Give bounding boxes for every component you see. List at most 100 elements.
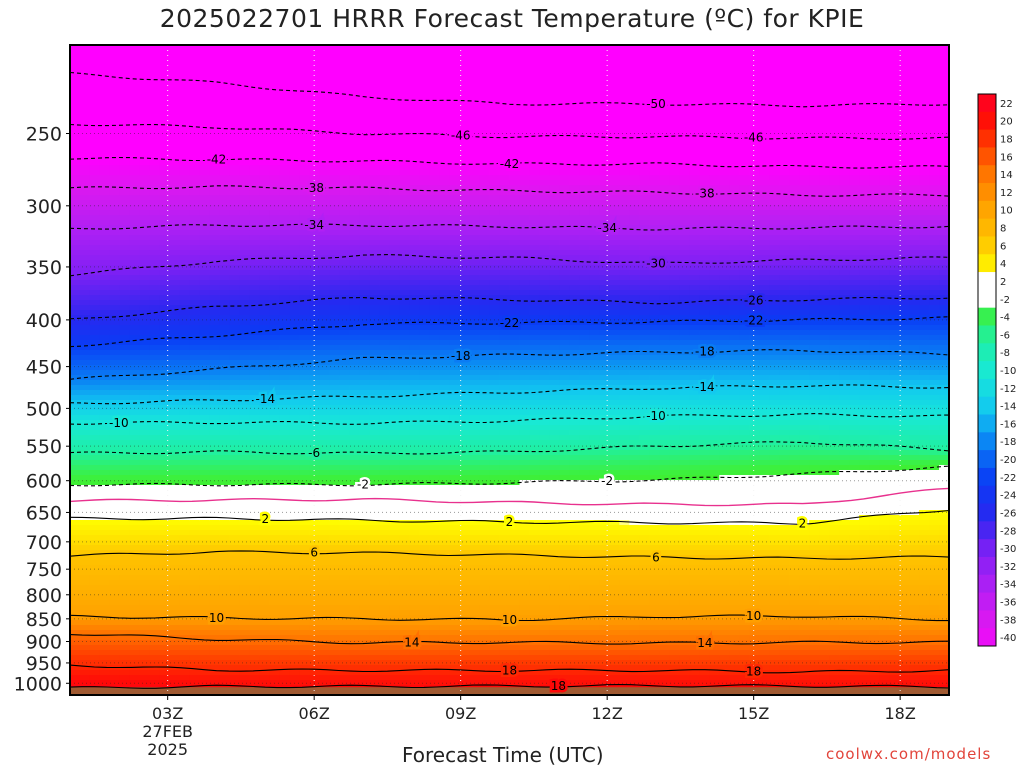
contour-label: -42	[500, 157, 520, 171]
contour-line	[70, 487, 949, 507]
y-tick-label: 850	[26, 609, 62, 631]
x-tick-label: 12Z	[592, 704, 623, 723]
contour-label: 2	[262, 512, 270, 526]
contour-line	[70, 550, 949, 560]
y-tick-label: 800	[26, 585, 62, 607]
x-tick-label: 18Z	[885, 704, 916, 723]
grid-lines	[70, 45, 949, 695]
colorbar-label: 4	[1000, 259, 1006, 270]
colorbar-swatch	[978, 503, 996, 522]
contour-label: -50	[646, 97, 666, 111]
y-tick-label: 700	[26, 532, 62, 554]
y-tick-label: 650	[26, 502, 62, 524]
colorbar-swatch	[978, 200, 996, 220]
colorbar-swatch	[978, 94, 996, 113]
y-tick-label: 950	[26, 653, 62, 675]
x-date-label: 2025	[147, 740, 188, 759]
colorbar-label: -28	[1000, 526, 1016, 537]
contour-label: 18	[551, 679, 566, 693]
y-tick-label: 350	[26, 257, 62, 279]
contour-label: -10	[646, 409, 666, 423]
colorbar-swatch	[978, 147, 996, 166]
x-tick-label: 03Z	[152, 704, 183, 723]
x-tick-label: 09Z	[445, 704, 476, 723]
colorbar-swatch	[978, 467, 996, 487]
colorbar-swatch	[978, 325, 996, 344]
x-axis-label: Forecast Time (UTC)	[402, 743, 604, 767]
colorbar-swatch	[978, 414, 996, 433]
colorbar-swatch	[978, 521, 996, 540]
colorbar-label: -18	[1000, 437, 1016, 448]
colorbar-swatch	[978, 254, 996, 273]
colorbar-label: 18	[1000, 135, 1013, 146]
colorbar-label: -38	[1000, 615, 1016, 626]
colorbar-swatch	[978, 574, 996, 594]
y-tick-label: 300	[26, 196, 62, 218]
plot-frame	[69, 44, 950, 696]
colorbar: 22 20 18 16 14 12 10 8 6 4 2 -2 -4 -6 -8 -10 -12 -14 -16 -1…	[977, 93, 1016, 647]
colorbar-label: -34	[1000, 580, 1016, 591]
colorbar-frame	[977, 93, 997, 647]
colorbar-swatch	[978, 450, 996, 469]
colorbar-label: -16	[1000, 419, 1016, 430]
colorbar-label: -8	[1000, 348, 1010, 359]
contour-label: -46	[744, 131, 764, 145]
y-tick-label: 250	[26, 123, 62, 145]
colorbar-swatch	[978, 289, 996, 309]
contour-line	[70, 71, 949, 108]
x-tick-label: 15Z	[738, 704, 769, 723]
colorbar-label: -40	[1000, 633, 1016, 644]
contour-label: 2	[506, 515, 514, 529]
contour-label: -2	[357, 478, 369, 492]
contour-label: -14	[695, 380, 715, 394]
contour-label: -18	[451, 349, 471, 363]
colorbar-swatch	[978, 610, 996, 629]
credit-text: coolwx.com/models	[826, 745, 992, 763]
colorbar-swatch	[978, 556, 996, 576]
x-tick-label: 06Z	[299, 704, 330, 723]
y-tick-label: 600	[26, 471, 62, 493]
contour-label: -34	[597, 221, 617, 235]
contour-lines	[70, 71, 949, 689]
colorbar-swatch	[978, 307, 996, 326]
y-tick-label: 550	[26, 436, 62, 458]
colorbar-label: -4	[1000, 313, 1010, 324]
ground	[70, 687, 949, 695]
contour-label: 14	[697, 636, 712, 650]
y-tick-label: 500	[26, 398, 62, 420]
contour-line	[70, 509, 949, 525]
colorbar-label: -26	[1000, 508, 1016, 519]
temperature-field	[70, 45, 949, 695]
contour-label: 18	[746, 664, 761, 678]
contour-label: 2	[799, 516, 807, 530]
colorbar-label: -32	[1000, 562, 1016, 573]
colorbar-label: 2	[1000, 277, 1006, 288]
contour-label: -34	[304, 218, 324, 232]
colorbar-swatch	[978, 485, 996, 505]
y-tick-label: 900	[26, 631, 62, 653]
colorbar-label: -6	[1000, 330, 1010, 341]
contour-line	[70, 614, 949, 622]
colorbar-label: -22	[1000, 473, 1016, 484]
colorbar-swatch	[978, 129, 996, 148]
colorbar-swatch	[978, 628, 996, 647]
colorbar-label: 16	[1000, 152, 1013, 163]
contour-label: -18	[695, 345, 715, 359]
colorbar-label: -14	[1000, 402, 1016, 413]
contour-label: -2	[601, 474, 613, 488]
contour-label: 6	[652, 550, 660, 564]
contour-label: -22	[744, 314, 764, 328]
y-axis: 2503003504004505005506006507007508008509…	[14, 123, 70, 695]
colorbar-label: -24	[1000, 491, 1016, 502]
colorbar-label: 14	[1000, 170, 1013, 181]
colorbar-swatch	[978, 378, 996, 398]
contour-line	[70, 349, 949, 380]
y-tick-label: 400	[26, 310, 62, 332]
colorbar-label: -10	[1000, 366, 1016, 377]
contour-label: -42	[207, 153, 227, 167]
contour-line	[70, 684, 949, 689]
colorbar-swatch	[978, 272, 996, 291]
colorbar-swatch	[978, 218, 996, 237]
